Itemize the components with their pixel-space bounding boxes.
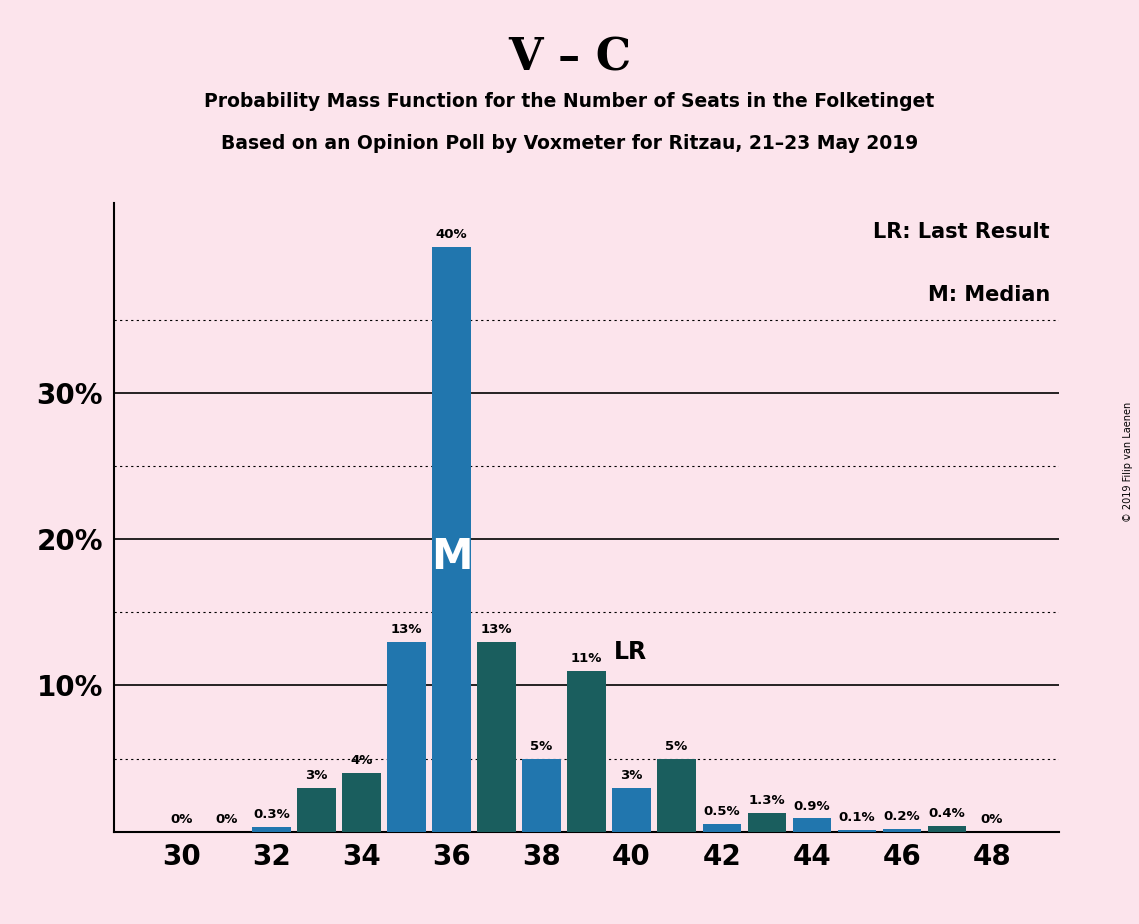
Bar bbox=[297, 788, 336, 832]
Text: © 2019 Filip van Laenen: © 2019 Filip van Laenen bbox=[1123, 402, 1133, 522]
Bar bbox=[793, 819, 830, 832]
Bar bbox=[657, 759, 696, 832]
Bar bbox=[477, 641, 516, 832]
Text: 40%: 40% bbox=[436, 228, 467, 241]
Text: 3%: 3% bbox=[621, 769, 642, 782]
Text: 4%: 4% bbox=[351, 754, 372, 767]
Bar bbox=[387, 641, 426, 832]
Text: 11%: 11% bbox=[571, 652, 603, 665]
Bar bbox=[253, 827, 290, 832]
Text: 3%: 3% bbox=[305, 769, 328, 782]
Text: 0%: 0% bbox=[170, 813, 192, 826]
Text: Probability Mass Function for the Number of Seats in the Folketinget: Probability Mass Function for the Number… bbox=[204, 92, 935, 112]
Text: Based on an Opinion Poll by Voxmeter for Ritzau, 21–23 May 2019: Based on an Opinion Poll by Voxmeter for… bbox=[221, 134, 918, 153]
Text: 5%: 5% bbox=[665, 740, 688, 753]
Bar bbox=[523, 759, 560, 832]
Bar bbox=[747, 812, 786, 832]
Text: M: Median: M: Median bbox=[927, 285, 1050, 305]
Text: 0.4%: 0.4% bbox=[928, 807, 965, 820]
Text: 13%: 13% bbox=[391, 623, 423, 636]
Text: 0.3%: 0.3% bbox=[253, 808, 289, 821]
Bar bbox=[703, 824, 740, 832]
Text: 0.1%: 0.1% bbox=[838, 811, 875, 824]
Bar bbox=[613, 788, 650, 832]
Bar bbox=[567, 671, 606, 832]
Bar bbox=[433, 247, 470, 832]
Text: 0%: 0% bbox=[215, 813, 238, 826]
Text: LR: Last Result: LR: Last Result bbox=[874, 222, 1050, 242]
Text: 13%: 13% bbox=[481, 623, 513, 636]
Bar bbox=[343, 773, 380, 832]
Bar bbox=[927, 826, 966, 832]
Bar bbox=[837, 830, 876, 832]
Text: LR: LR bbox=[614, 639, 647, 663]
Text: 1.3%: 1.3% bbox=[748, 794, 785, 807]
Bar bbox=[883, 829, 920, 832]
Text: V – C: V – C bbox=[508, 37, 631, 80]
Text: 0.2%: 0.2% bbox=[884, 809, 920, 823]
Text: 5%: 5% bbox=[531, 740, 552, 753]
Text: 0.5%: 0.5% bbox=[703, 806, 740, 819]
Text: M: M bbox=[431, 536, 473, 578]
Text: 0.9%: 0.9% bbox=[794, 799, 830, 812]
Text: 0%: 0% bbox=[981, 813, 1003, 826]
